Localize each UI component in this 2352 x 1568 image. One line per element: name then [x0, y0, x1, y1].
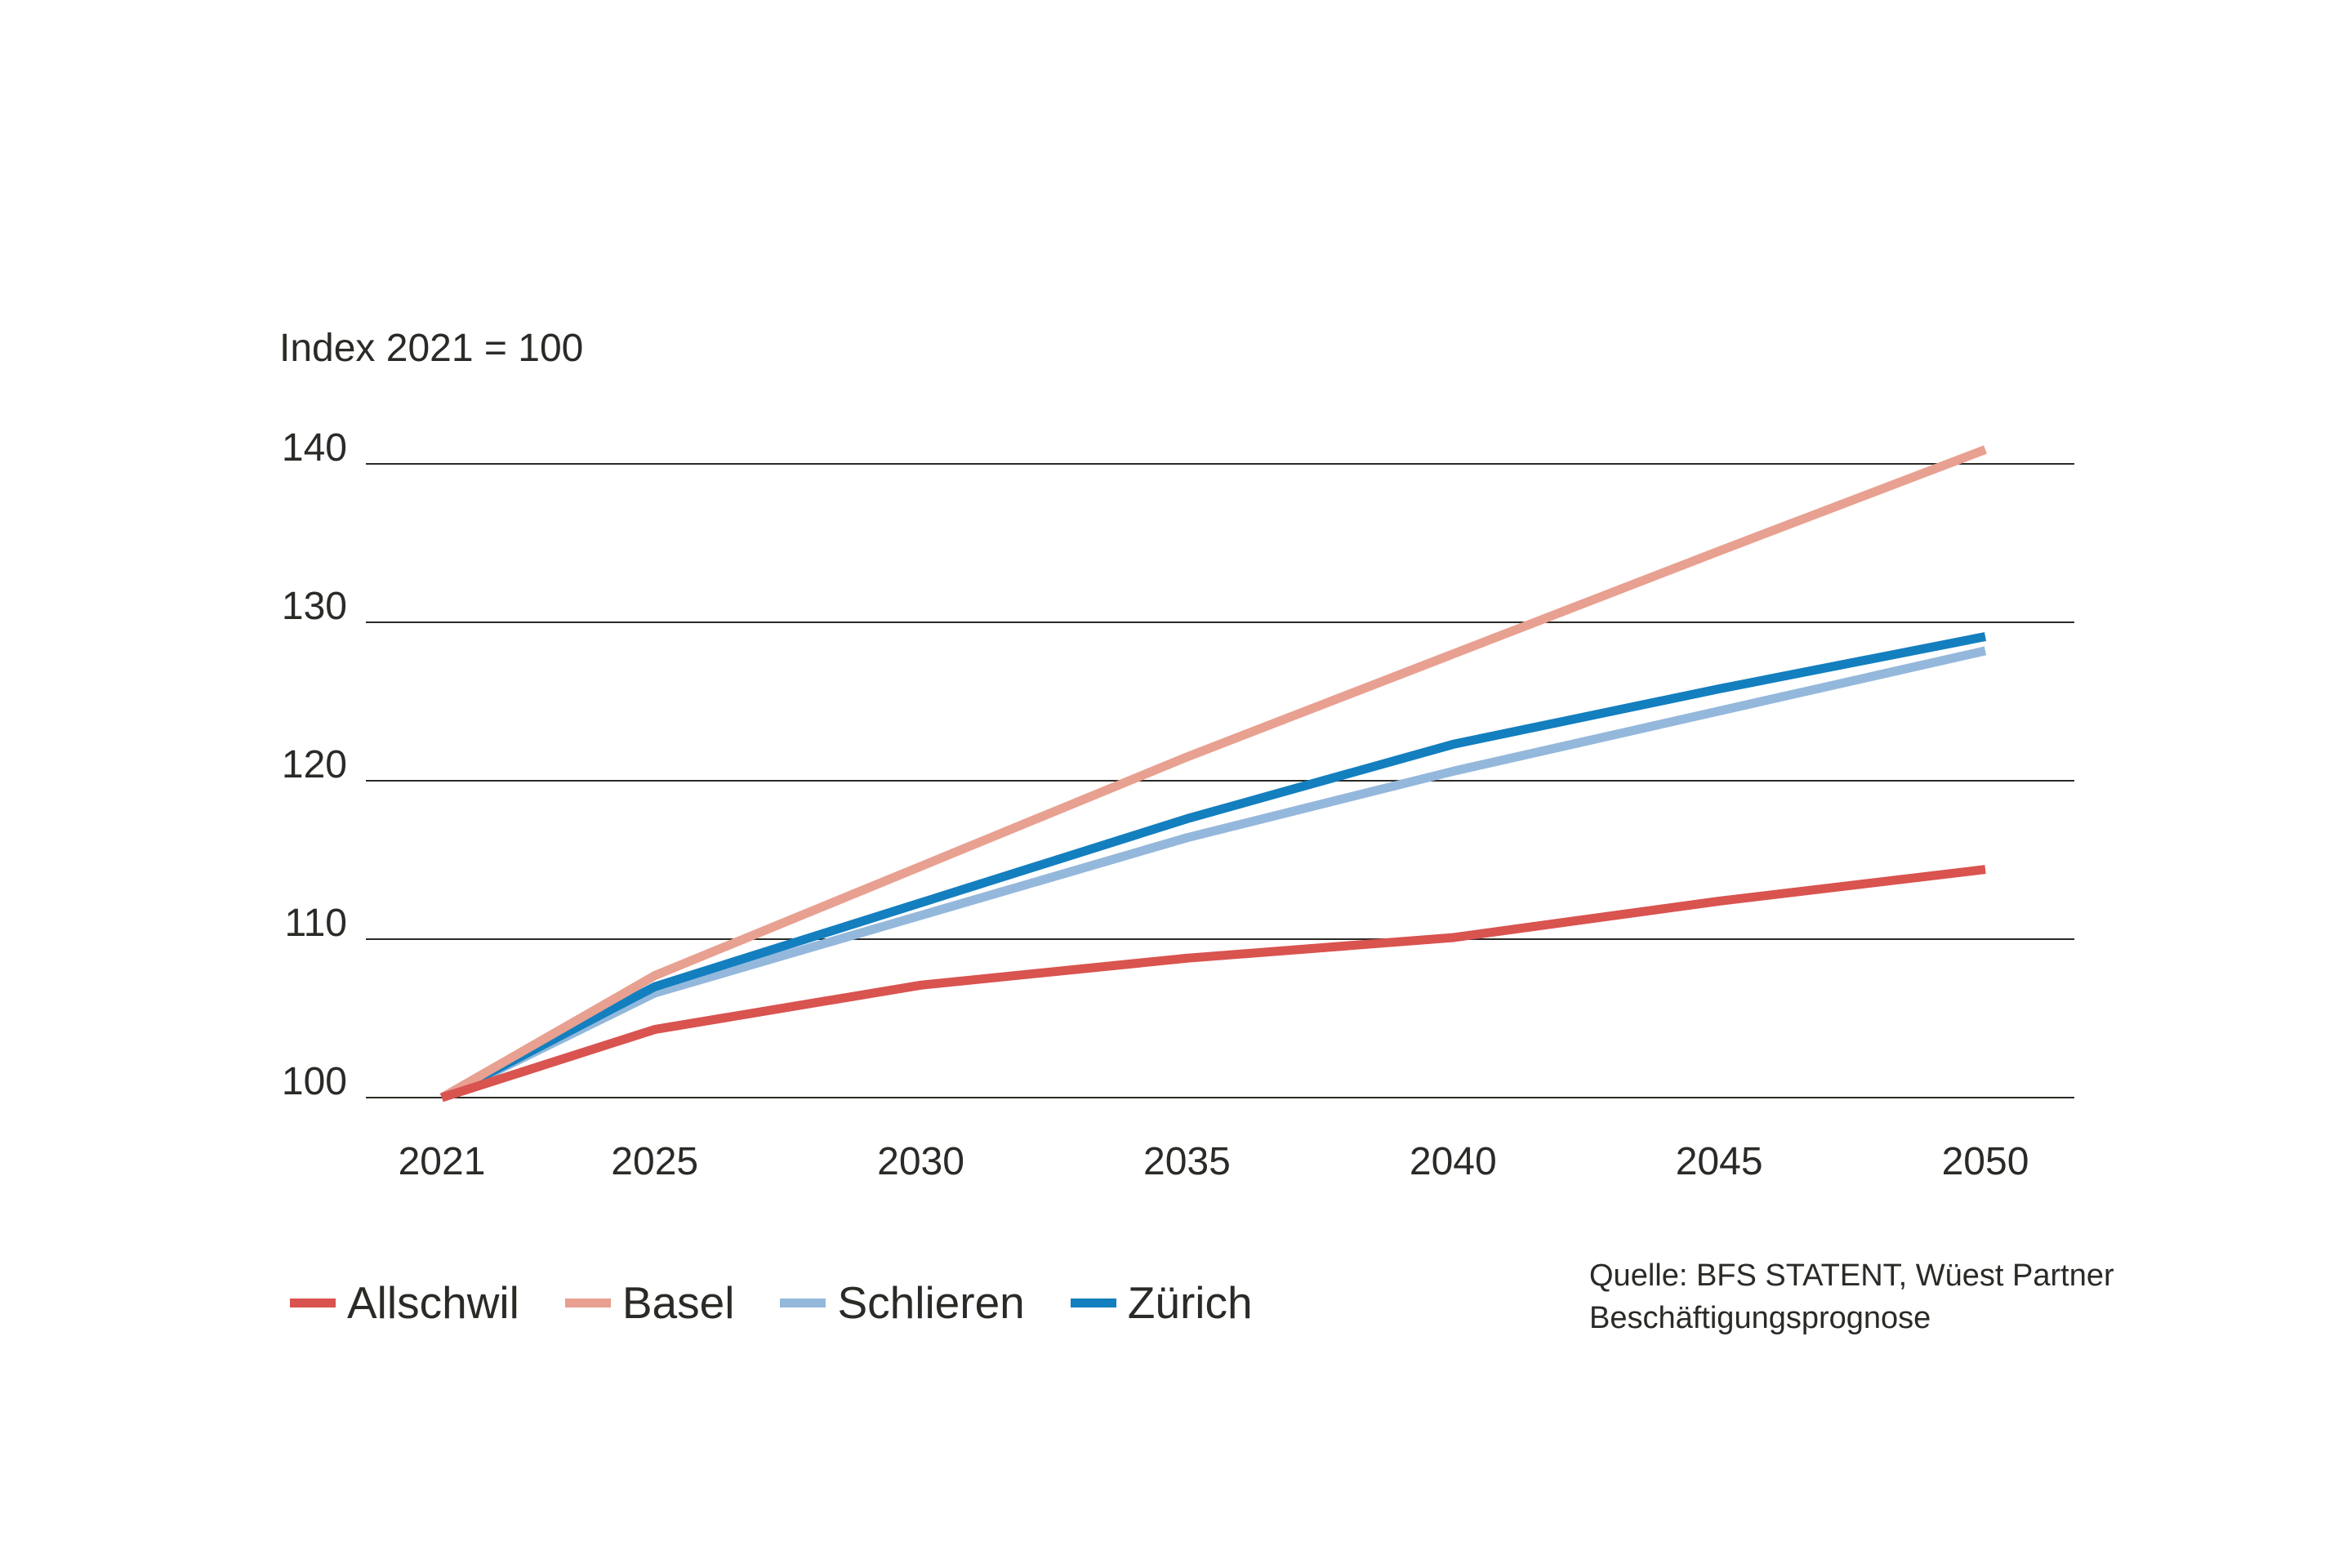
- x-tick-label-2050: 2050: [1942, 1140, 2029, 1183]
- legend-swatch-basel: [564, 1298, 611, 1307]
- legend-item-allschwil: Allschwil: [290, 1281, 519, 1325]
- legend-item-zurich: Zürich: [1070, 1277, 1253, 1328]
- source-line-1: Quelle: BFS STATENT, Wüest Partner: [1589, 1258, 2114, 1293]
- source-note: Quelle: BFS STATENT, Wüest Partner Besch…: [1589, 1254, 2114, 1339]
- series-line-allschwil: [440, 865, 1986, 1102]
- x-tick-label-2025: 2025: [611, 1140, 698, 1183]
- series-line-zurich: [439, 632, 1987, 1102]
- x-tick-label-2030: 2030: [877, 1140, 964, 1183]
- source-line-2: Beschäftigungsprognose: [1589, 1301, 1931, 1335]
- gridlines: [366, 463, 2074, 1098]
- series-line-schlieren: [439, 646, 1987, 1102]
- x-tick-labels: 2021 2025 2030 2035 2040 2045 2050: [399, 1140, 2029, 1183]
- legend-swatch-allschwil: [290, 1298, 336, 1307]
- y-axis-title: Index 2021 = 100: [279, 327, 583, 370]
- x-tick-label-2045: 2045: [1676, 1140, 1763, 1183]
- series-line-basel: [439, 445, 1987, 1102]
- y-tick-label-110: 110: [284, 902, 347, 945]
- legend: Allschwil Basel Schlieren Zürich: [290, 1281, 1298, 1325]
- x-tick-label-2035: 2035: [1143, 1140, 1231, 1183]
- legend-item-schlieren: Schlieren: [780, 1277, 1025, 1328]
- legend-label-allschwil: Allschwil: [347, 1277, 519, 1328]
- x-tick-label-2021: 2021: [399, 1140, 486, 1183]
- y-tick-label-130: 130: [282, 585, 347, 628]
- series-lines: [439, 445, 1987, 1102]
- y-tick-label-100: 100: [282, 1060, 347, 1103]
- legend-item-basel: Basel: [564, 1277, 735, 1328]
- y-tick-labels: 100 110 120 130 140: [282, 426, 347, 1103]
- legend-swatch-schlieren: [780, 1298, 826, 1307]
- legend-label-basel: Basel: [621, 1277, 735, 1328]
- legend-label-zurich: Zürich: [1127, 1277, 1253, 1328]
- x-tick-label-2040: 2040: [1410, 1140, 1497, 1183]
- y-tick-label-140: 140: [282, 426, 347, 470]
- y-tick-label-120: 120: [282, 743, 347, 786]
- legend-label-schlieren: Schlieren: [837, 1277, 1025, 1328]
- legend-swatch-zurich: [1070, 1298, 1116, 1307]
